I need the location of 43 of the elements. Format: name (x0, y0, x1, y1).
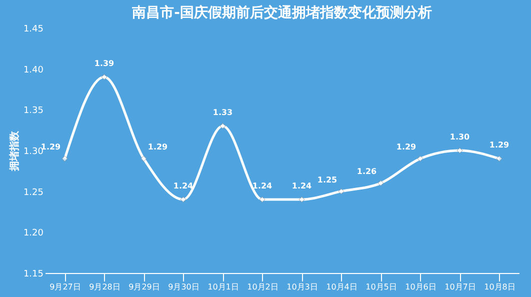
y-tick-label: 1.15 (23, 270, 44, 280)
x-tick-label: 10月2日 (247, 282, 278, 292)
point (62, 156, 68, 162)
data-label: 1.33 (212, 108, 233, 117)
data-label: 1.30 (450, 132, 470, 142)
y-tick-label: 1.20 (23, 228, 44, 239)
data-label: 1.29 (396, 142, 417, 152)
point (298, 196, 305, 202)
data-label: 1.26 (356, 167, 378, 176)
data-label: 1.39 (94, 59, 115, 68)
data-label: 1.24 (173, 182, 194, 190)
point (338, 188, 344, 194)
y-tick-label: 1.25 (23, 188, 44, 198)
x-tick-label: 9月30日 (168, 282, 200, 292)
x-tick-label: 9月29日 (128, 282, 160, 292)
x-tick-label: 10月5日 (366, 282, 397, 292)
point (378, 180, 384, 186)
data-label: 1.25 (317, 175, 338, 184)
x-tick-label: 10月6日 (405, 282, 436, 292)
data-label: 1.29 (489, 140, 510, 150)
point (496, 156, 502, 162)
point (220, 123, 226, 129)
point (180, 196, 186, 202)
y-tick-label: 1.40 (23, 65, 44, 76)
y-tick-label: 1.45 (23, 24, 44, 34)
point (259, 196, 266, 202)
data-label: 1.24 (292, 182, 312, 190)
chart-title: 南昌市-国庆假期前后交通拥堵指数变化预测分析 (131, 4, 432, 21)
data-label: 1.29 (148, 142, 168, 152)
x-tick-label: 10月4日 (326, 282, 358, 292)
x-tick-label: 10月1日 (208, 282, 239, 292)
x-tick-label: 10月3日 (286, 282, 318, 292)
y-axis-title: 拥堵指数 (8, 130, 20, 172)
y-tick-label: 1.35 (23, 106, 44, 116)
point (140, 156, 147, 162)
point (101, 74, 108, 80)
point (417, 156, 424, 162)
x-tick-label: 10月8日 (484, 282, 516, 292)
x-tick-label: 10月7日 (444, 282, 476, 292)
x-tick-label: 9月28日 (89, 282, 120, 292)
data-label: 1.24 (252, 182, 273, 190)
x-tick-label: 9月27日 (50, 282, 81, 292)
point (456, 148, 463, 154)
